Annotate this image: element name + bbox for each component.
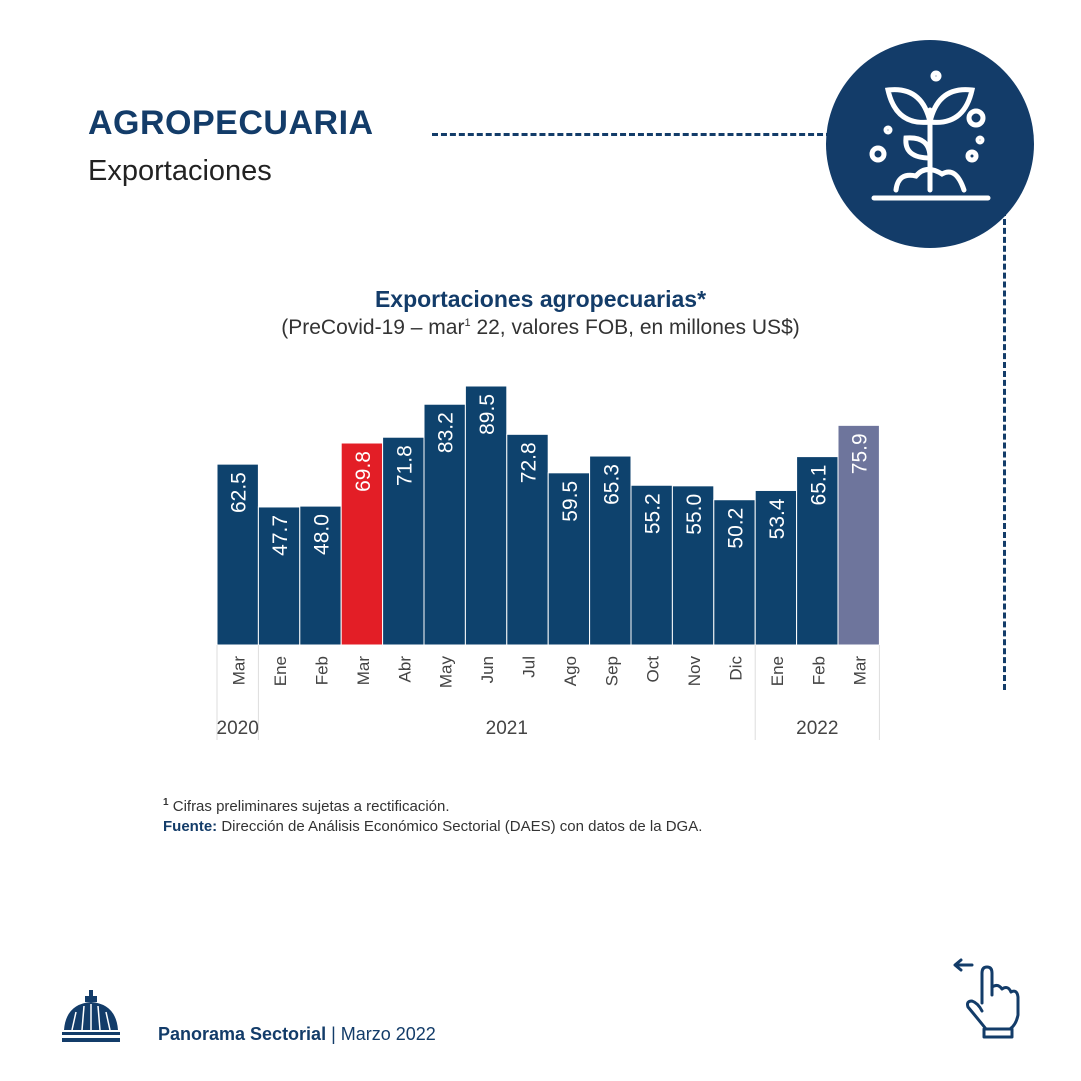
swipe-left-hand-icon[interactable] — [950, 955, 1025, 1040]
data-label: 59.5 — [559, 481, 582, 522]
data-label: 47.7 — [269, 515, 292, 556]
x-tick-label: Jun — [478, 656, 497, 683]
data-label: 50.2 — [725, 508, 748, 549]
bar — [216, 463, 259, 646]
dashed-divider-vertical — [1003, 210, 1006, 690]
x-tick-label: May — [437, 656, 456, 689]
data-label: 83.2 — [435, 412, 458, 453]
year-label: 2021 — [486, 718, 528, 739]
bar — [423, 403, 466, 646]
footer: Panorama Sectorial | Marzo 2022 — [158, 1024, 436, 1045]
data-label: 65.1 — [807, 465, 830, 506]
footer-date: Marzo 2022 — [340, 1024, 436, 1044]
year-label: 2020 — [217, 718, 259, 739]
x-tick-label: Mar — [851, 656, 870, 686]
bar — [754, 489, 798, 646]
source-text: Dirección de Análisis Económico Sectoria… — [217, 818, 703, 835]
footnotes: 1 Cifras preliminares sujetas a rectific… — [163, 793, 702, 837]
dashed-divider — [432, 133, 832, 136]
x-tick-label: Sep — [602, 656, 621, 686]
x-tick-label: Mar — [230, 656, 249, 686]
chart-subtitle-text-end: 22, valores FOB, en millones US$) — [470, 316, 800, 339]
x-tick-label: Ene — [271, 656, 290, 686]
x-tick-label: Nov — [685, 656, 704, 687]
data-label: 75.9 — [849, 433, 872, 474]
bar — [257, 506, 301, 646]
bar — [547, 472, 591, 646]
bar — [796, 456, 839, 646]
note-sup: 1 — [163, 797, 169, 808]
x-tick-label: Ene — [768, 656, 787, 686]
bar-chart: 62.5 Mar 47.7 Ene 48.0 Feb 69.8 Mar 71.8 Abr 83.2 M… — [216, 385, 880, 740]
source-label: Fuente: — [163, 818, 218, 835]
chart-subtitle: (PreCovid-19 – mar1 22, valores FOB, en … — [0, 316, 1081, 340]
bar — [630, 484, 673, 646]
data-label: 55.2 — [642, 493, 665, 534]
bar — [382, 436, 425, 646]
dome-building-icon — [62, 990, 120, 1042]
x-tick-label: Ago — [561, 656, 580, 686]
chart-subtitle-sup: 1 — [464, 317, 471, 329]
bar — [299, 505, 342, 646]
data-label: 65.3 — [600, 464, 623, 505]
bar — [464, 385, 508, 646]
year-label: 2022 — [796, 718, 838, 739]
page-title: AGROPECUARIA — [88, 104, 374, 142]
footer-brand: Panorama Sectorial — [158, 1024, 327, 1044]
x-tick-label: Feb — [809, 656, 828, 685]
footer-separator: | — [326, 1024, 341, 1044]
data-label: 48.0 — [311, 514, 334, 555]
x-tick-label: Dic — [727, 656, 746, 681]
data-label: 55.0 — [683, 494, 706, 535]
bar — [713, 499, 756, 646]
x-tick-label: Mar — [354, 656, 373, 686]
bar — [589, 455, 632, 646]
data-label: 89.5 — [476, 394, 499, 435]
x-tick-label: Jul — [520, 656, 539, 678]
note-preliminary: Cifras preliminares sujetas a rectificac… — [168, 798, 450, 815]
data-label: 72.8 — [518, 442, 541, 483]
data-label: 69.8 — [352, 451, 375, 492]
plant-sprout-icon — [826, 40, 1034, 248]
page-subtitle: Exportaciones — [88, 155, 272, 187]
bar — [837, 424, 880, 646]
bar — [671, 485, 715, 646]
x-tick-label: Oct — [644, 656, 663, 683]
x-tick-label: Abr — [395, 656, 414, 683]
data-label: 53.4 — [766, 498, 789, 539]
data-label: 62.5 — [228, 472, 251, 513]
data-label: 71.8 — [393, 445, 416, 486]
x-tick-label: Feb — [313, 656, 332, 685]
chart-title: Exportaciones agropecuarias* — [374, 286, 707, 312]
chart-subtitle-text: (PreCovid-19 – mar — [281, 316, 465, 339]
